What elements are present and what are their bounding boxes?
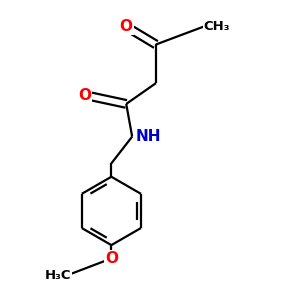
Text: NH: NH [136, 129, 161, 144]
Text: H₃C: H₃C [45, 269, 71, 282]
Text: O: O [105, 251, 118, 266]
Text: O: O [120, 19, 133, 34]
Text: CH₃: CH₃ [204, 20, 230, 33]
Text: O: O [78, 88, 91, 103]
